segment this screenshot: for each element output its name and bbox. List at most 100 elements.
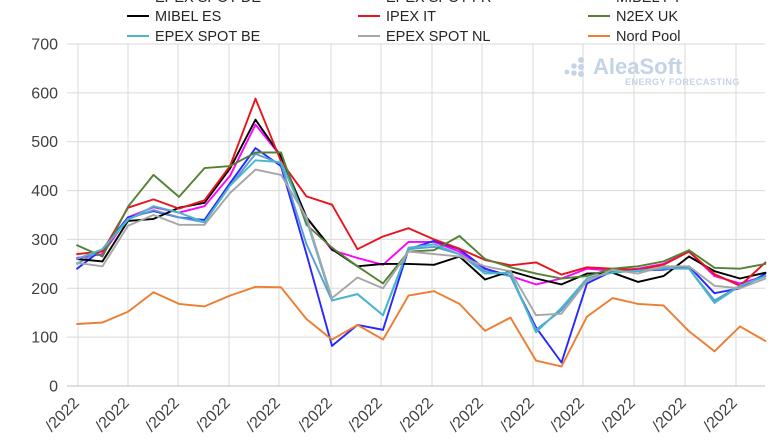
x-tick-label: /2022	[446, 395, 486, 435]
data-point	[637, 269, 639, 272]
data-point	[229, 294, 231, 297]
data-point	[76, 253, 78, 256]
x-tick-label: /2022	[700, 395, 740, 435]
data-point	[407, 227, 410, 230]
data-point	[458, 247, 461, 250]
data-point	[407, 241, 410, 243]
data-point	[433, 290, 435, 293]
data-point	[76, 262, 78, 264]
data-point	[560, 309, 563, 312]
data-point	[305, 318, 308, 320]
legend-label: Nord Pool	[616, 29, 680, 45]
data-point	[433, 253, 435, 256]
data-point	[509, 316, 512, 319]
series-n2ex-uk	[76, 151, 767, 285]
data-point	[535, 359, 537, 362]
series-epex-spot-be	[76, 159, 767, 334]
series-nord-pool	[76, 285, 767, 368]
data-point	[407, 263, 410, 265]
data-point	[356, 324, 359, 326]
data-point	[662, 275, 665, 277]
data-point	[280, 174, 282, 176]
data-point	[739, 277, 741, 280]
data-point	[178, 207, 180, 210]
data-point	[535, 272, 537, 275]
data-point	[560, 306, 563, 309]
x-tick-label: /2022	[345, 395, 385, 435]
data-point	[356, 257, 359, 259]
data-point	[382, 235, 384, 238]
data-point	[203, 167, 206, 170]
legend-label: EPEX SPOT NL	[386, 29, 491, 45]
data-point	[331, 246, 333, 249]
data-point	[586, 275, 588, 277]
data-point	[178, 216, 180, 219]
legend-label: EPEX SPOT BE	[155, 29, 261, 45]
series-line	[76, 151, 766, 285]
series-layer	[76, 97, 767, 368]
data-point	[535, 277, 537, 280]
data-point	[484, 267, 486, 270]
aleasoft-watermark: AleaSoft ENERGY FORECASTING	[564, 54, 739, 87]
data-point	[407, 250, 410, 253]
data-point	[458, 255, 461, 258]
watermark-brand-name: AleaSoft	[593, 54, 683, 79]
data-point	[713, 350, 716, 353]
data-point	[76, 258, 78, 260]
data-point	[637, 303, 639, 305]
series-line	[76, 97, 767, 287]
data-point	[127, 310, 129, 313]
data-point	[382, 282, 384, 285]
y-tick-label: 200	[31, 281, 58, 298]
data-point	[407, 246, 410, 249]
axis-layer: 0 100 200 300 400 500 600 700/2022/2022/2022/20…	[31, 37, 765, 435]
data-point	[382, 314, 384, 317]
data-point	[739, 284, 741, 287]
data-point	[713, 266, 716, 269]
x-tick-label: /2022	[243, 395, 283, 435]
legend-label: MIBEL ES	[155, 9, 221, 25]
data-point	[101, 321, 104, 324]
data-point	[254, 285, 257, 288]
data-point	[764, 261, 767, 264]
x-tick-label: /2022	[649, 395, 689, 435]
legend-label: EPEX SPOT DE	[155, 0, 261, 6]
data-point	[560, 365, 563, 368]
data-point	[535, 283, 537, 286]
data-point	[458, 235, 461, 237]
y-tick-label: 100	[31, 330, 58, 347]
data-point	[739, 282, 741, 285]
x-tick-label: /2022	[295, 395, 335, 435]
data-point	[407, 294, 410, 297]
data-point	[713, 275, 716, 277]
legend-label: IPEX IT	[386, 9, 436, 25]
data-point	[76, 267, 78, 270]
y-tick-label: 700	[31, 37, 58, 54]
data-point	[76, 244, 78, 247]
data-point	[152, 214, 155, 216]
data-point	[560, 312, 563, 315]
x-tick-label: /2022	[42, 395, 82, 435]
data-point	[152, 291, 155, 294]
data-point	[101, 265, 104, 268]
x-tick-label: /2022	[547, 395, 587, 435]
data-point	[713, 284, 716, 287]
y-tick-label: 400	[31, 183, 58, 200]
data-point	[688, 330, 690, 333]
data-point	[280, 161, 282, 164]
data-point	[764, 277, 767, 280]
data-point	[637, 272, 639, 275]
data-point	[433, 243, 435, 246]
y-tick-label: 0	[49, 379, 58, 396]
data-point	[152, 198, 155, 201]
data-point	[713, 270, 716, 273]
data-point	[356, 248, 359, 251]
data-point	[356, 265, 359, 268]
legend-label: MIBEL PT	[616, 0, 682, 6]
data-point	[331, 297, 333, 299]
data-point	[254, 123, 257, 126]
data-point	[458, 303, 461, 305]
data-point	[331, 203, 333, 206]
data-point	[127, 224, 129, 227]
aleasoft-logo-dots-icon	[564, 57, 584, 77]
